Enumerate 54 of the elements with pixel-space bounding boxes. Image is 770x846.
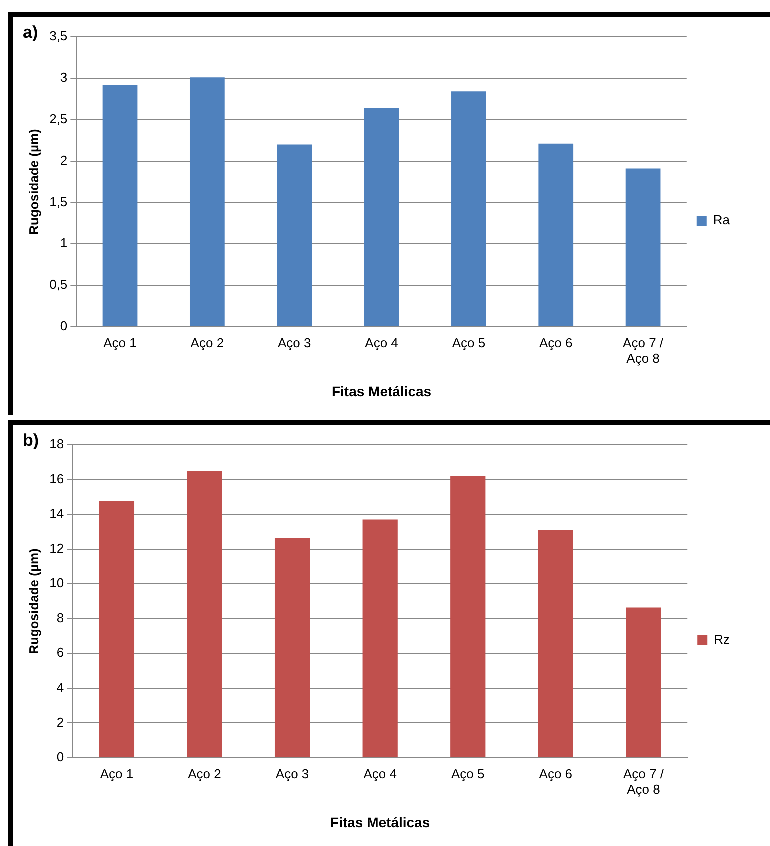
bar (450, 476, 486, 758)
bar (452, 92, 486, 326)
bar (187, 471, 222, 758)
x-tick-label: Aço 3 (278, 335, 312, 350)
x-tick-label: Aço 6 (539, 766, 573, 782)
bar (626, 608, 662, 758)
x-axis-title: Fitas Metálicas (330, 814, 430, 830)
y-tick-label: 2,5 (50, 111, 68, 126)
y-tick-label: 1 (60, 236, 68, 251)
y-tick-label: 1,5 (50, 194, 68, 210)
bar (190, 78, 225, 326)
bar (102, 85, 138, 326)
x-tick-label: Aço 2 (188, 766, 222, 782)
y-tick-label: 18 (50, 436, 64, 452)
y-tick-label: 10 (50, 576, 64, 591)
y-tick-label: 3 (60, 70, 68, 86)
y-tick-label: 16 (50, 471, 64, 486)
y-axis-title: Rugosidade (µm) (26, 548, 42, 654)
y-tick-label: 4 (56, 680, 64, 696)
x-tick-label: Aço 7 / Aço 8 (623, 766, 664, 797)
x-tick-label: Aço 4 (364, 766, 397, 782)
bar (538, 530, 574, 758)
y-tick-label: 2 (60, 152, 68, 168)
text: a) (23, 23, 38, 42)
y-tick-label: 6 (56, 645, 64, 660)
legend-label: Ra (713, 212, 731, 228)
x-tick-label: Aço 1 (100, 766, 134, 782)
y-tick-label: 0 (60, 318, 68, 334)
x-tick-label: Aço 1 (104, 335, 137, 350)
x-tick-label: Aço 3 (276, 766, 310, 782)
bar (277, 144, 312, 326)
x-tick-label: Aço 5 (452, 335, 486, 350)
x-tick-label: Aço 4 (365, 335, 398, 350)
x-tick-label: Aço 6 (540, 335, 573, 350)
x-axis-title: Fitas Metálicas (332, 383, 432, 400)
bar (274, 538, 310, 758)
y-tick-label: 2 (56, 714, 64, 730)
bar (362, 520, 398, 758)
legend-label: Rz (714, 632, 730, 648)
y-tick-label: 3,5 (50, 28, 68, 44)
bar (626, 168, 661, 326)
y-tick-label: 12 (50, 540, 64, 556)
bar (99, 501, 135, 758)
x-tick-label: Aço 5 (452, 766, 485, 782)
y-tick-label: 0,5 (50, 277, 68, 292)
y-axis-title: Rugosidade (µm) (26, 129, 42, 235)
y-tick-label: 8 (56, 610, 64, 626)
x-tick-label: Aço 2 (190, 335, 224, 350)
text: b) (23, 431, 40, 450)
y-tick-label: 0 (56, 750, 64, 765)
bar (364, 108, 400, 326)
bar (538, 144, 574, 326)
x-tick-label: Aço 7 / Aço 8 (623, 335, 664, 366)
y-tick-label: 14 (50, 506, 64, 522)
